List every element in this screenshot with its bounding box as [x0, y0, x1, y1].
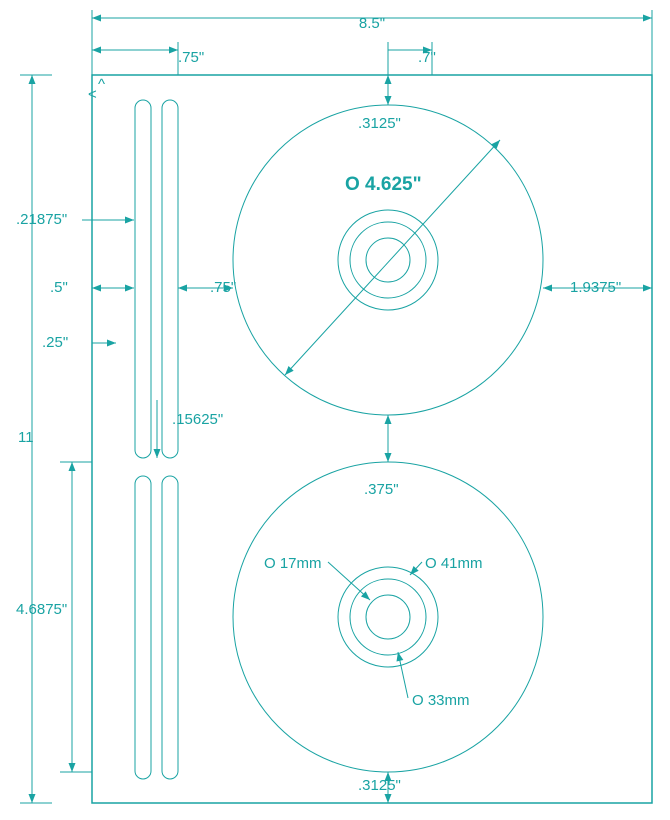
diagram-stage: ^<8.5" 11 .75" .7" .3125" O 4.625" .21875" .5".… — [0, 0, 670, 820]
label-o33: O 33mm — [412, 692, 470, 709]
label-gap375: .375" — [364, 481, 399, 498]
label-top75: .75" — [178, 49, 204, 66]
label-left46875: 4.6875" — [16, 601, 67, 618]
disc-bottom — [233, 462, 543, 772]
label-bot3125: .3125" — [358, 777, 401, 794]
label-sheetWidth: 8.5" — [359, 15, 385, 32]
label-left21875: .21875" — [16, 211, 67, 228]
diagram-svg: ^<8.5" 11 .75" .7" .3125" O 4.625" .21875" .5".… — [0, 0, 670, 820]
label-o17: O 17mm — [264, 555, 322, 572]
label-right19375: 1.9375" — [570, 279, 621, 296]
label-top7: .7" — [418, 49, 436, 66]
label-top3125: .3125" — [358, 115, 401, 132]
label-left25: .25" — [42, 334, 68, 351]
label-left5: .5" — [50, 279, 68, 296]
svg-text:<: < — [88, 86, 97, 103]
label-mid75: .75" — [210, 279, 236, 296]
svg-text:^: ^ — [98, 76, 105, 93]
label-sheetHeight: 11 — [18, 429, 34, 446]
label-mid15625: .15625" — [172, 411, 223, 428]
disc-top — [233, 105, 543, 415]
label-diam: O 4.625" — [345, 174, 422, 195]
label-o41: O 41mm — [425, 555, 483, 572]
